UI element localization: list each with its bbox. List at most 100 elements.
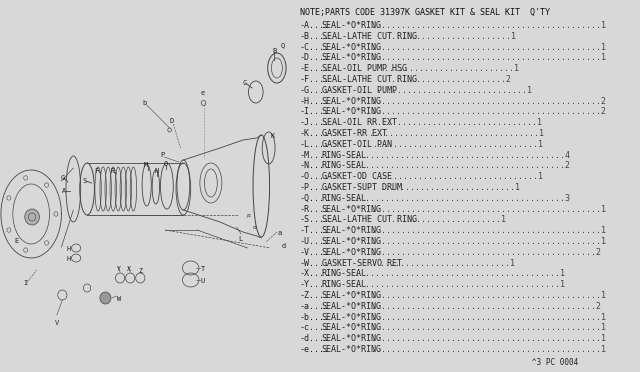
Text: GASKET-SERVO RET: GASKET-SERVO RET [322, 259, 402, 267]
Text: ...............................................1: ........................................… [366, 312, 606, 322]
Text: Z: Z [138, 268, 143, 274]
Text: ......................1: ......................1 [392, 215, 506, 224]
Text: T: T [201, 266, 205, 272]
Text: M: M [144, 162, 148, 168]
Text: ...............................................2: ........................................… [366, 97, 606, 106]
Text: C: C [243, 80, 247, 86]
Text: e: e [201, 90, 205, 96]
Text: GASKET-RR EXT: GASKET-RR EXT [322, 129, 387, 138]
Text: .................................1: .................................1 [373, 172, 543, 181]
Text: -P....: -P.... [300, 183, 330, 192]
Text: D: D [170, 118, 174, 124]
Text: W: W [117, 296, 122, 302]
Text: SEAL-*O*RING: SEAL-*O*RING [322, 312, 382, 322]
Text: ..............................................2: ........................................… [366, 248, 601, 257]
Text: NOTE;PARTS CODE 31397K GASKET KIT & SEAL KIT  Q'TY: NOTE;PARTS CODE 31397K GASKET KIT & SEAL… [300, 8, 550, 17]
Text: ...............................................1: ........................................… [366, 291, 606, 300]
Text: ...............................................1: ........................................… [366, 205, 606, 214]
Text: .........................................1: ........................................… [355, 269, 565, 278]
Text: O: O [163, 161, 168, 167]
Text: ...............................................1: ........................................… [366, 43, 606, 52]
Text: n: n [246, 213, 250, 218]
Text: -O....: -O.... [300, 172, 330, 181]
Text: ...............................................1: ........................................… [366, 226, 606, 235]
Text: ..........................1: ..........................1 [384, 64, 519, 73]
Text: SEAL-*O*RING: SEAL-*O*RING [322, 54, 382, 62]
Text: ...............................................1: ........................................… [366, 334, 606, 343]
Text: -X....: -X.... [300, 269, 330, 278]
Text: ..................................1: ..................................1 [369, 129, 545, 138]
Circle shape [100, 292, 111, 304]
Text: -H....: -H.... [300, 97, 330, 106]
Text: L: L [238, 236, 243, 242]
Text: -I....: -I.... [300, 108, 330, 116]
Text: ................................1: ................................1 [377, 118, 542, 127]
Text: -V....: -V.... [300, 248, 330, 257]
Text: -G....: -G.... [300, 86, 330, 95]
Text: d: d [282, 243, 285, 249]
Text: SEAL-*O*RING: SEAL-*O*RING [322, 43, 382, 52]
Text: ...........................1: ...........................1 [381, 183, 520, 192]
Circle shape [25, 209, 40, 225]
Text: a: a [278, 230, 282, 236]
Text: ...............................................2: ........................................… [366, 108, 606, 116]
Text: SEAL-*O*RING: SEAL-*O*RING [322, 108, 382, 116]
Text: RING-SEAL: RING-SEAL [322, 151, 367, 160]
Text: ..............................................2: ........................................… [366, 302, 601, 311]
Text: B: B [272, 48, 276, 54]
Text: ...............................................1: ........................................… [366, 21, 606, 30]
Text: RING-SEAL: RING-SEAL [322, 194, 367, 203]
Text: RING-SEAL: RING-SEAL [322, 269, 367, 278]
Text: ..........................................2: ........................................… [355, 161, 570, 170]
Text: -A....: -A.... [300, 21, 330, 30]
Text: SEAL-*O*RING: SEAL-*O*RING [322, 21, 382, 30]
Text: ^3 PC 0004: ^3 PC 0004 [532, 358, 578, 367]
Text: -d....: -d.... [300, 334, 330, 343]
Text: -S....: -S.... [300, 215, 330, 224]
Text: ..........................................3: ........................................… [355, 194, 570, 203]
Text: ..............................1: ..............................1 [377, 86, 532, 95]
Text: SEAL-OIL PUMP HSG: SEAL-OIL PUMP HSG [322, 64, 407, 73]
Text: RING-SEAL: RING-SEAL [322, 161, 367, 170]
Text: b: b [142, 100, 147, 106]
Text: RING-SEAL: RING-SEAL [322, 280, 367, 289]
Text: SEAL-*O*RING: SEAL-*O*RING [322, 97, 382, 106]
Text: .................................1: .................................1 [373, 140, 543, 149]
Text: GASKET-OIL PAN: GASKET-OIL PAN [322, 140, 392, 149]
Text: P: P [161, 152, 164, 158]
Text: G: G [61, 175, 65, 181]
Text: SEAL-*O*RING: SEAL-*O*RING [322, 205, 382, 214]
Text: H: H [66, 246, 70, 252]
Text: -W....: -W.... [300, 259, 330, 267]
Text: -J....: -J.... [300, 118, 330, 127]
Text: o: o [253, 225, 257, 230]
Text: V: V [55, 320, 60, 326]
Text: -U....: -U.... [300, 237, 330, 246]
Text: U: U [201, 278, 205, 284]
Text: -c....: -c.... [300, 323, 330, 333]
Text: GASKET-OIL PUMP: GASKET-OIL PUMP [322, 86, 397, 95]
Text: SEAL-*O*RING: SEAL-*O*RING [322, 291, 382, 300]
Text: -L....: -L.... [300, 140, 330, 149]
Text: -K....: -K.... [300, 129, 330, 138]
Text: I: I [23, 280, 27, 286]
Text: SEAL-*O*RING: SEAL-*O*RING [322, 302, 382, 311]
Text: -C....: -C.... [300, 43, 330, 52]
Text: SEAL-*O*RING: SEAL-*O*RING [322, 323, 382, 333]
Text: H: H [66, 256, 70, 262]
Text: K: K [271, 133, 275, 139]
Text: X: X [127, 266, 131, 272]
Text: SEAL-*O*RING: SEAL-*O*RING [322, 226, 382, 235]
Text: -B....: -B.... [300, 32, 330, 41]
Text: SEAL-OIL RR EXT: SEAL-OIL RR EXT [322, 118, 397, 127]
Text: SEAL-LATHE CUT RING: SEAL-LATHE CUT RING [322, 32, 417, 41]
Text: -E....: -E.... [300, 64, 330, 73]
Text: SEAL-*O*RING: SEAL-*O*RING [322, 248, 382, 257]
Text: .......................2: .......................2 [392, 75, 511, 84]
Text: -Z....: -Z.... [300, 291, 330, 300]
Text: -F....: -F.... [300, 75, 330, 84]
Text: R: R [110, 168, 115, 174]
Text: ...............................................1: ........................................… [366, 345, 606, 354]
Text: ...............................................1: ........................................… [366, 54, 606, 62]
Text: N: N [154, 168, 158, 174]
